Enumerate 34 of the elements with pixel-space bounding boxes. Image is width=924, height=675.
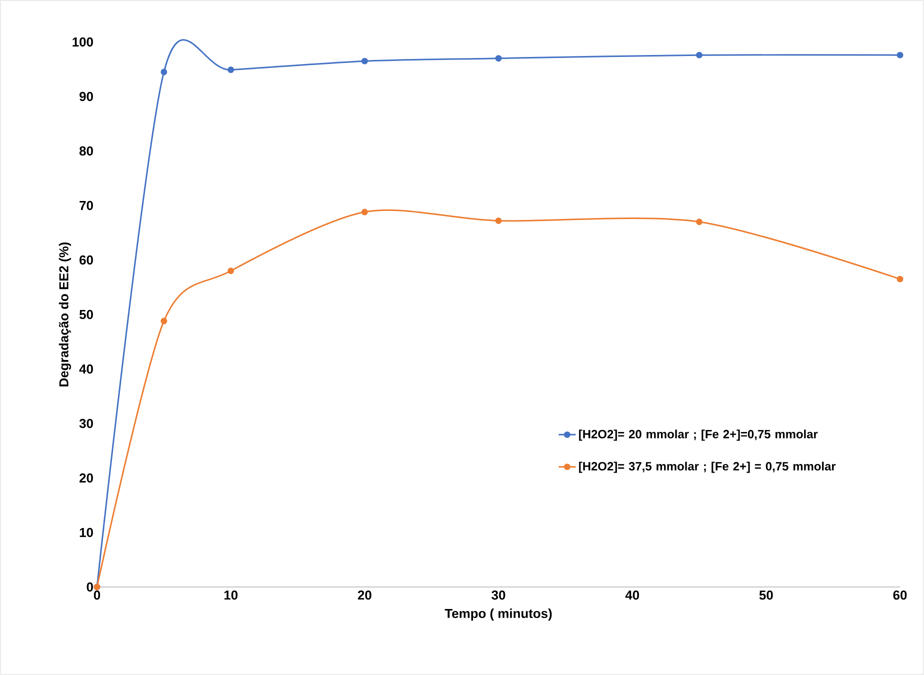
y-axis-title: Degradação do EE2 (%): [58, 242, 72, 386]
y-tick-label: 100: [72, 37, 93, 47]
y-tick-label: 90: [80, 92, 93, 102]
legend-label: [H2O2]= 20 mmolar ; [Fe 2+]=0,75 mmolar: [579, 430, 818, 441]
point: [495, 55, 502, 62]
y-tick-label: 70: [80, 200, 93, 210]
point: [696, 52, 702, 58]
point: [696, 218, 702, 226]
y-tick-label: 50: [79, 310, 93, 320]
legend-label: [H2O2]= 37,5 mmolar ; [Fe 2+] = 0,75 mmolar: [579, 462, 836, 473]
point: [896, 276, 904, 282]
y-tick-label: 30: [79, 418, 93, 428]
y-tick-label: 60: [80, 255, 93, 265]
x-tick-label: 30: [492, 590, 506, 600]
y-tick-label: 10: [80, 528, 93, 538]
point: [228, 268, 234, 274]
point: [361, 58, 368, 64]
x-tick-label: 60: [893, 590, 907, 600]
point: [160, 68, 168, 76]
point: [361, 208, 368, 216]
y-tick-label: 80: [79, 146, 93, 156]
point: [495, 218, 502, 224]
y-tick-label: 0: [86, 582, 93, 592]
x-tick-label: 40: [625, 590, 640, 600]
x-tick-label: 10: [224, 590, 238, 600]
point: [896, 52, 904, 58]
y-tick-label: 20: [80, 473, 93, 483]
y-tick-label: 40: [79, 364, 93, 374]
point: [228, 66, 234, 74]
x-axis-title: Tempo ( minutos): [444, 608, 552, 621]
x-tick-label: 50: [759, 590, 773, 600]
x-tick-label: 20: [358, 590, 372, 600]
x-tick-label: 0: [94, 590, 100, 600]
point: [160, 318, 168, 324]
